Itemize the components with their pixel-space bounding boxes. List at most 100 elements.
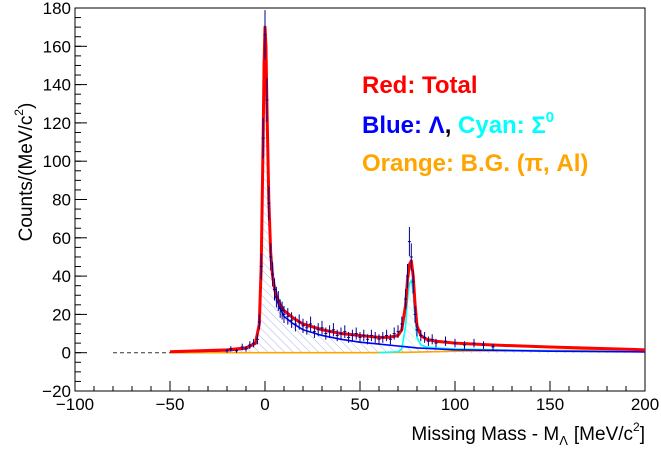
y-tick-label: 180 xyxy=(43,0,71,18)
data-point xyxy=(257,314,261,330)
x-axis-title-sub: Λ xyxy=(559,433,568,448)
plot-frame xyxy=(74,7,646,392)
data-point xyxy=(278,299,282,318)
data-point xyxy=(274,286,278,308)
y-tick-label: 80 xyxy=(52,191,71,210)
data-point xyxy=(331,323,335,337)
data-point xyxy=(362,329,366,342)
data-point xyxy=(276,291,280,311)
x-tick-label: 150 xyxy=(536,395,564,414)
data-point xyxy=(369,329,373,342)
data-point xyxy=(413,305,417,323)
data-point xyxy=(409,243,413,271)
data-point xyxy=(423,331,427,343)
data-point xyxy=(434,338,438,348)
data-point xyxy=(404,288,408,310)
y-tick-label: 20 xyxy=(52,305,71,324)
y-tick-label: 60 xyxy=(52,229,71,248)
data-point xyxy=(225,348,229,353)
data-point xyxy=(491,343,495,351)
data-points xyxy=(225,10,495,353)
data-point xyxy=(255,334,259,345)
x-tick-label: 0 xyxy=(260,395,269,414)
data-point xyxy=(347,331,351,343)
data-point xyxy=(472,338,476,348)
data-point xyxy=(286,307,290,325)
data-point xyxy=(444,336,447,346)
data-point xyxy=(282,305,286,323)
data-point xyxy=(240,343,244,351)
data-point xyxy=(406,263,409,289)
data-point xyxy=(381,331,385,343)
x-axis-title: Missing Mass - MΛ [MeV/c2] xyxy=(411,420,645,448)
data-point xyxy=(261,117,265,159)
data-point xyxy=(430,334,434,345)
data-point xyxy=(419,329,423,342)
legend-sigma0-sup: 0 xyxy=(546,109,554,126)
data-point xyxy=(244,346,248,352)
data-point xyxy=(293,316,297,332)
legend-separator: , xyxy=(445,112,458,139)
y-axis-title-sup: 2 xyxy=(12,109,26,116)
data-point xyxy=(343,325,347,338)
data-point xyxy=(235,348,238,353)
data-point xyxy=(312,325,316,338)
data-point xyxy=(267,186,271,221)
legend-lambda: Blue: Λ xyxy=(362,112,445,139)
data-point xyxy=(309,316,313,332)
data-point xyxy=(252,338,256,348)
data-point xyxy=(335,329,339,342)
y-tick-label: 120 xyxy=(43,114,71,133)
x-axis-title-unit: [MeV/c xyxy=(574,424,633,445)
data-point xyxy=(265,77,269,122)
data-point xyxy=(229,346,233,352)
data-point xyxy=(324,327,328,340)
y-tick-label: 40 xyxy=(52,267,71,286)
data-point xyxy=(263,10,267,60)
legend: Red: Total Blue: Λ, Cyan: Σ0 Orange: B.G… xyxy=(362,72,588,177)
data-point xyxy=(305,320,309,335)
data-point xyxy=(273,278,276,301)
y-axis-title-main: Counts/(MeV/c xyxy=(16,116,37,242)
data-point xyxy=(297,314,301,330)
data-point xyxy=(385,329,389,342)
data-point xyxy=(269,243,273,271)
x-tick-label: 100 xyxy=(441,395,469,414)
data-point xyxy=(339,327,343,340)
data-point xyxy=(290,312,294,329)
data-point xyxy=(358,331,362,343)
data-point xyxy=(328,325,332,338)
y-tick-label: 140 xyxy=(43,76,71,95)
data-point xyxy=(248,341,252,349)
legend-sigma0: Cyan: Σ xyxy=(458,112,546,139)
data-point xyxy=(388,334,392,345)
legend-components: Blue: Λ, Cyan: Σ0 xyxy=(362,109,554,139)
data-point xyxy=(350,329,354,342)
data-point xyxy=(259,253,263,280)
lambda-component-fill xyxy=(170,30,645,353)
data-point xyxy=(411,270,415,294)
y-tick-label: 160 xyxy=(43,37,71,56)
axis-ticks: −100 −50 0 50 100 150 200 −20 0 20 40 60 80 100 120 140… xyxy=(42,0,659,414)
data-point xyxy=(463,341,466,349)
x-tick-label: 50 xyxy=(351,395,370,414)
data-point xyxy=(354,327,358,340)
legend-total: Red: Total xyxy=(362,72,478,99)
sigma0-component-fill xyxy=(379,279,645,353)
x-tick-label: −100 xyxy=(56,395,94,414)
x-axis-title-unit-end: ] xyxy=(640,424,645,445)
data-point xyxy=(280,301,284,320)
data-point xyxy=(301,318,305,334)
data-point xyxy=(400,316,404,332)
data-point xyxy=(377,334,381,345)
x-tick-label: 200 xyxy=(631,395,659,414)
data-point xyxy=(373,331,377,343)
y-tick-label: −20 xyxy=(42,382,71,401)
y-tick-label: 100 xyxy=(43,152,71,171)
legend-background: Orange: B.G. (π, Al) xyxy=(362,150,588,177)
data-point xyxy=(396,325,400,338)
data-point xyxy=(482,341,485,349)
data-point xyxy=(271,261,275,287)
y-tick-label: 0 xyxy=(62,344,71,363)
